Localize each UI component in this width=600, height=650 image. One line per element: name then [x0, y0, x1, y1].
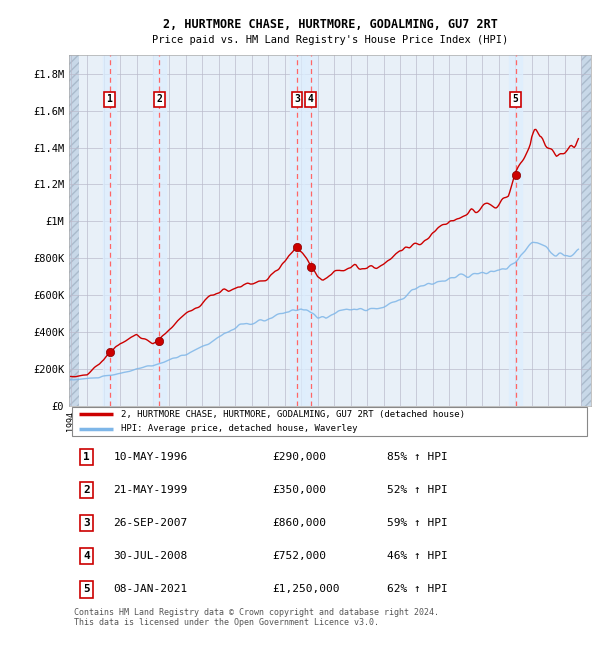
Text: £350,000: £350,000 — [272, 485, 326, 495]
Bar — [153, 55, 166, 406]
Text: 5: 5 — [83, 584, 90, 594]
Text: 59% ↑ HPI: 59% ↑ HPI — [388, 518, 448, 528]
Text: 85% ↑ HPI: 85% ↑ HPI — [388, 452, 448, 462]
Text: HPI: Average price, detached house, Waverley: HPI: Average price, detached house, Wave… — [121, 424, 358, 434]
Bar — [103, 55, 116, 406]
Text: 30-JUL-2008: 30-JUL-2008 — [113, 551, 188, 562]
Text: 5: 5 — [512, 94, 518, 104]
Text: 2, HURTMORE CHASE, HURTMORE, GODALMING, GU7 2RT (detached house): 2, HURTMORE CHASE, HURTMORE, GODALMING, … — [121, 410, 465, 419]
Text: 08-JAN-2021: 08-JAN-2021 — [113, 584, 188, 594]
Text: 4: 4 — [83, 551, 90, 562]
Text: 1: 1 — [107, 94, 112, 104]
Text: 3: 3 — [294, 94, 300, 104]
Text: 10-MAY-1996: 10-MAY-1996 — [113, 452, 188, 462]
Text: 2, HURTMORE CHASE, HURTMORE, GODALMING, GU7 2RT: 2, HURTMORE CHASE, HURTMORE, GODALMING, … — [163, 18, 497, 31]
Text: 26-SEP-2007: 26-SEP-2007 — [113, 518, 188, 528]
Bar — [509, 55, 522, 406]
Bar — [290, 55, 304, 406]
Bar — [304, 55, 317, 406]
Text: £752,000: £752,000 — [272, 551, 326, 562]
Text: Contains HM Land Registry data © Crown copyright and database right 2024.
This d: Contains HM Land Registry data © Crown c… — [74, 608, 439, 627]
Text: 4: 4 — [308, 94, 314, 104]
Text: £290,000: £290,000 — [272, 452, 326, 462]
Text: 1: 1 — [83, 452, 90, 462]
Text: 52% ↑ HPI: 52% ↑ HPI — [388, 485, 448, 495]
Text: 21-MAY-1999: 21-MAY-1999 — [113, 485, 188, 495]
Text: 46% ↑ HPI: 46% ↑ HPI — [388, 551, 448, 562]
Text: 2: 2 — [83, 485, 90, 495]
Bar — [581, 55, 591, 406]
Bar — [69, 55, 79, 406]
Text: £1,250,000: £1,250,000 — [272, 584, 340, 594]
FancyBboxPatch shape — [71, 407, 587, 436]
Text: 3: 3 — [83, 518, 90, 528]
Text: Price paid vs. HM Land Registry's House Price Index (HPI): Price paid vs. HM Land Registry's House … — [152, 35, 508, 46]
Text: 62% ↑ HPI: 62% ↑ HPI — [388, 584, 448, 594]
Text: 2: 2 — [157, 94, 163, 104]
Text: £860,000: £860,000 — [272, 518, 326, 528]
